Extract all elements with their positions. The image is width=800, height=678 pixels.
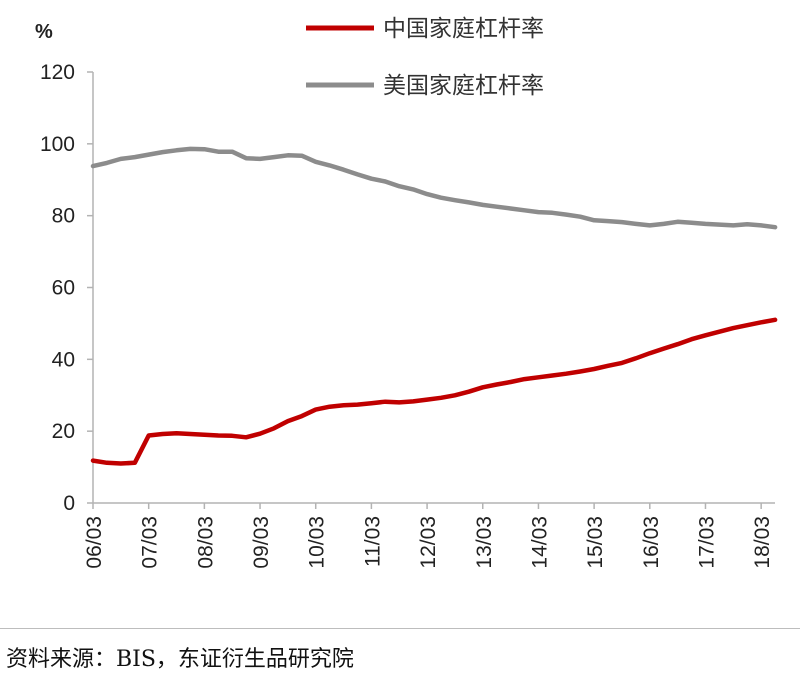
x-tick-label: 18/03 bbox=[751, 516, 774, 569]
x-tick-label: 11/03 bbox=[361, 516, 384, 567]
y-tick-label: 20 bbox=[52, 420, 75, 443]
divider bbox=[0, 628, 800, 629]
legend-label: 美国家庭杠杆率 bbox=[383, 73, 544, 99]
legend-label: 中国家庭杠杆率 bbox=[383, 16, 544, 42]
x-tick-label: 16/03 bbox=[640, 516, 663, 569]
x-tick-label: 10/03 bbox=[306, 516, 329, 569]
x-tick-label: 09/03 bbox=[250, 516, 273, 569]
x-tick-label: 06/03 bbox=[83, 516, 106, 569]
axes: 0 20 40 60 80 100 120 06/03 07/03 08/03 09/03 10/03… bbox=[40, 61, 775, 569]
y-unit-label: % bbox=[35, 21, 53, 43]
y-tick-label: 60 bbox=[52, 277, 75, 300]
x-tick-label: 17/03 bbox=[695, 516, 718, 569]
y-tick-label: 100 bbox=[40, 133, 75, 156]
series-line bbox=[90, 146, 778, 230]
y-tick-label: 80 bbox=[52, 205, 75, 228]
y-tick-label: 120 bbox=[40, 61, 75, 84]
x-tick-label: 12/03 bbox=[417, 516, 440, 569]
x-tick-label: 14/03 bbox=[528, 516, 551, 569]
x-tick-label: 08/03 bbox=[194, 516, 217, 569]
series-layer bbox=[90, 146, 778, 466]
source-note: 资料来源：BIS，东证衍生品研究院 bbox=[6, 647, 354, 672]
x-tick-label: 15/03 bbox=[584, 516, 607, 569]
y-tick-label: 0 bbox=[63, 492, 75, 515]
y-tick-label: 40 bbox=[52, 348, 75, 371]
series-line bbox=[90, 317, 778, 466]
line-chart: 0 20 40 60 80 100 120 06/03 07/03 08/03 09/03 10/03… bbox=[35, 16, 778, 569]
x-tick-label: 13/03 bbox=[473, 516, 496, 569]
x-tick-label: 07/03 bbox=[139, 516, 162, 569]
